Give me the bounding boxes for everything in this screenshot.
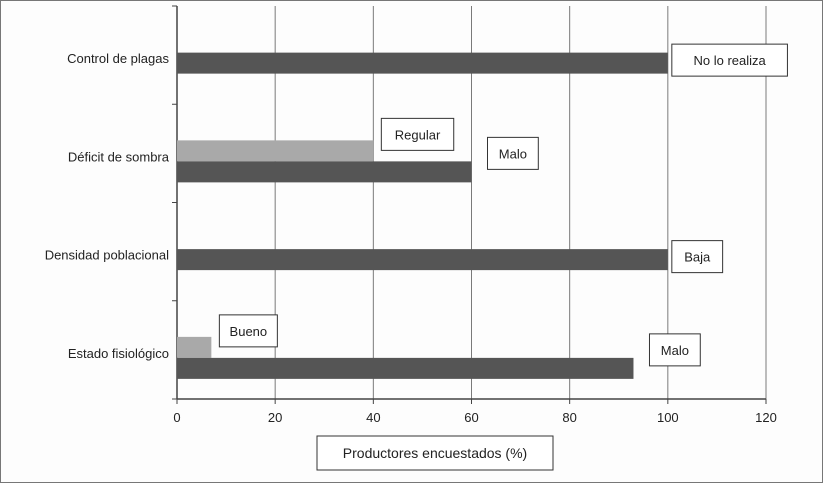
data-label: No lo realiza bbox=[694, 53, 767, 68]
data-label: Regular bbox=[395, 127, 441, 142]
data-label-box bbox=[671, 240, 724, 274]
data-label: Bueno bbox=[230, 324, 268, 339]
x-tick-label: 40 bbox=[366, 410, 380, 425]
data-label-box bbox=[671, 43, 788, 77]
x-tick-label: 60 bbox=[464, 410, 478, 425]
data-label-box bbox=[218, 314, 278, 348]
bar bbox=[177, 140, 374, 162]
category-label: Control de plagas bbox=[67, 51, 169, 66]
bar bbox=[177, 249, 668, 271]
x-axis-title: Productores encuestados (%) bbox=[343, 445, 527, 461]
x-tick-label: 100 bbox=[657, 410, 679, 425]
category-label: Estado fisiológico bbox=[68, 346, 169, 361]
category-label: Déficit de sombra bbox=[68, 149, 170, 164]
data-label-box bbox=[487, 136, 539, 170]
x-tick-label: 80 bbox=[562, 410, 576, 425]
bar bbox=[177, 336, 212, 358]
x-tick-label: 120 bbox=[755, 410, 777, 425]
data-label: Malo bbox=[499, 146, 527, 161]
x-tick-label: 0 bbox=[173, 410, 180, 425]
data-label: Baja bbox=[684, 250, 711, 265]
x-axis-title-box bbox=[316, 435, 554, 471]
data-label: Malo bbox=[661, 343, 689, 358]
data-label-box bbox=[648, 333, 701, 367]
data-label-box bbox=[380, 117, 455, 151]
bar bbox=[177, 52, 668, 74]
bar bbox=[177, 357, 634, 379]
bar bbox=[177, 161, 472, 183]
category-label: Densidad poblacional bbox=[45, 248, 169, 263]
x-tick-label: 20 bbox=[268, 410, 282, 425]
